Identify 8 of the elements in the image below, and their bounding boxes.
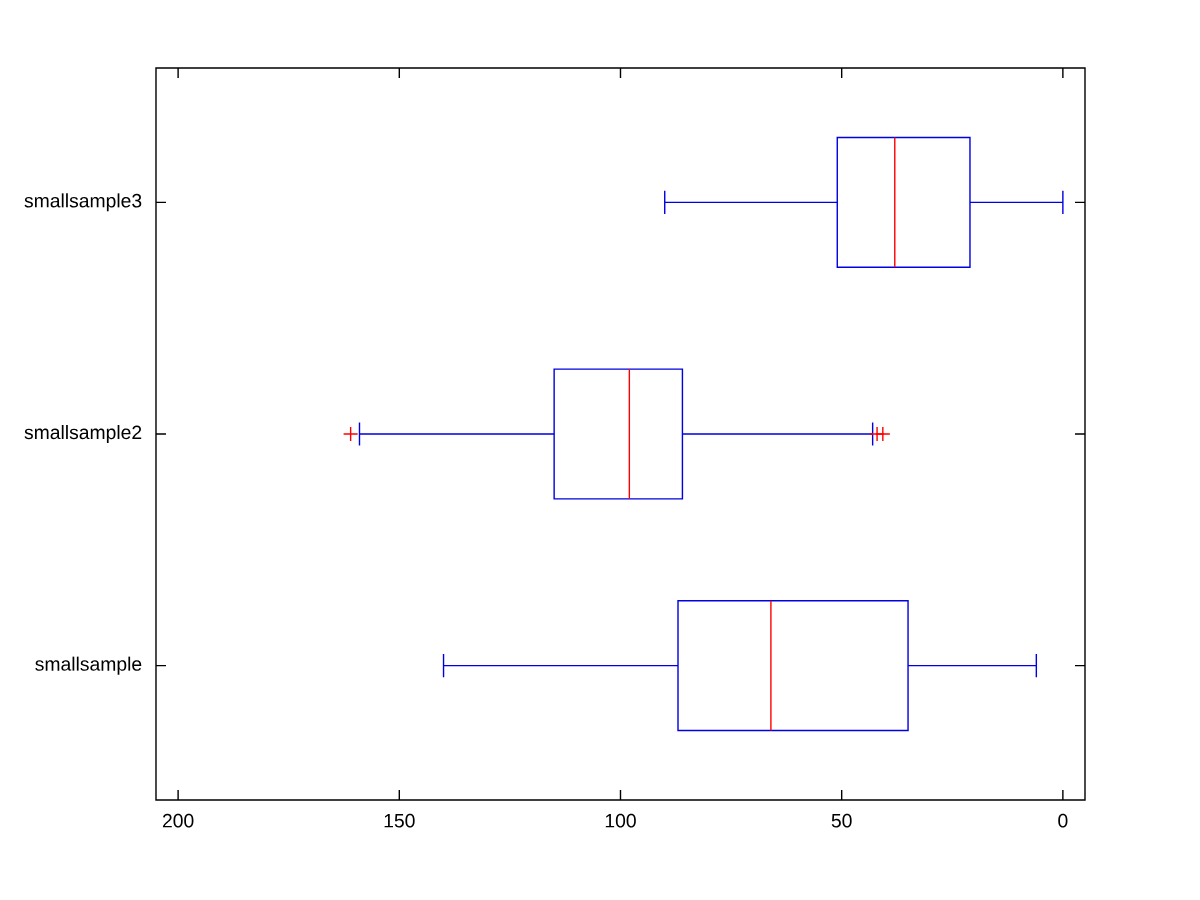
y-tick-label: smallsample2: [24, 425, 142, 443]
x-tick-label: 200: [162, 813, 194, 828]
x-tick-label: 50: [831, 813, 852, 828]
y-tick-label: smallsample3: [24, 193, 142, 212]
y-tick-label: smallsample: [35, 656, 142, 675]
x-tick-label: 100: [605, 813, 636, 828]
x-tick-label: 150: [384, 813, 415, 828]
x-tick-label: 0: [1058, 813, 1068, 828]
